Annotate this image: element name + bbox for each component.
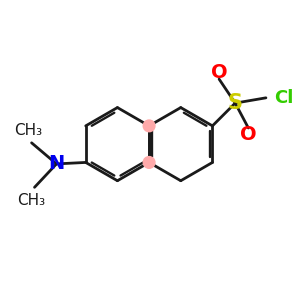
Text: O: O — [240, 125, 257, 144]
Text: O: O — [211, 63, 227, 82]
Text: S: S — [228, 93, 243, 113]
Circle shape — [143, 157, 155, 168]
Text: CH₃: CH₃ — [14, 123, 42, 138]
Circle shape — [143, 120, 155, 132]
Text: Cl: Cl — [274, 89, 293, 107]
Text: N: N — [48, 154, 64, 173]
Text: CH₃: CH₃ — [17, 193, 46, 208]
